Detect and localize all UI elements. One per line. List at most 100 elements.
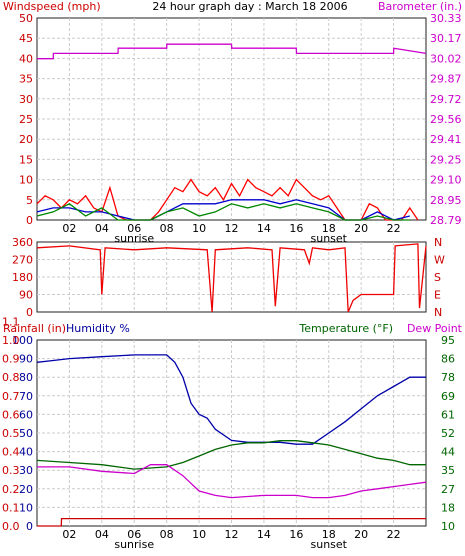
rain-tick-label: 0.3 — [2, 464, 20, 477]
panel-direction-series — [36, 243, 427, 313]
windspeed-tick-label: 35 — [19, 73, 33, 86]
sunrise-label: sunrise — [114, 538, 154, 551]
humidity-tick-label: 0 — [26, 520, 33, 533]
temperature-tick-label: 27 — [441, 483, 455, 496]
series-rainfall-in-line — [37, 517, 426, 527]
humidity-label: Humidity % — [66, 322, 130, 335]
windspeed-tick-label: 5 — [26, 194, 33, 207]
humidity-tick-label: 60 — [19, 408, 33, 421]
rain-tick-label: 0.4 — [2, 446, 20, 459]
time-tick-label: 18 — [322, 528, 336, 541]
rain-tick-label: 0.2 — [2, 483, 20, 496]
windspeed-tick-label: 10 — [19, 174, 33, 187]
rain-tick-label: 0.1 — [2, 501, 20, 514]
time-tick-label: 02 — [62, 222, 76, 235]
barometer-tick-label: 30.02 — [430, 52, 462, 65]
compass-tick-label: W — [434, 254, 445, 267]
compass-tick-label: N — [434, 306, 442, 319]
series-dew-point-line — [37, 464, 427, 499]
compass-tick-label: E — [434, 289, 441, 302]
temperature-tick-label: 78 — [441, 371, 455, 384]
humidity-tick-label: 20 — [19, 483, 33, 496]
barometer-tick-label: 28.79 — [430, 214, 462, 227]
windspeed-tick-label: 15 — [19, 153, 33, 166]
series-humidity-line — [36, 354, 426, 445]
time-tick-label: 22 — [387, 222, 401, 235]
panel-wind-series — [36, 43, 427, 221]
time-tick-label: 22 — [387, 528, 401, 541]
temperature-tick-label: 44 — [441, 446, 455, 459]
time-tick-label: 12 — [225, 528, 239, 541]
temperature-tick-label: 10 — [441, 520, 455, 533]
time-tick-label: 16 — [289, 528, 303, 541]
rain-tick-label: 0.9 — [2, 353, 20, 366]
windspeed-tick-label: 30 — [19, 93, 33, 106]
direction-tick-label: 0 — [26, 306, 33, 319]
temperature-tick-label: 69 — [441, 390, 455, 403]
rain-tick-label: 0.0 — [2, 520, 20, 533]
windspeed-tick-label: 40 — [19, 52, 33, 65]
time-tick-label: 04 — [95, 528, 109, 541]
humidity-tick-label: 50 — [19, 427, 33, 440]
windspeed-title: Windspeed (mph) — [3, 0, 101, 13]
barometer-tick-label: 29.87 — [430, 73, 462, 86]
humidity-tick-label: 90 — [19, 353, 33, 366]
compass-tick-label: S — [434, 271, 441, 284]
time-tick-label: 02 — [62, 528, 76, 541]
time-tick-label: 12 — [225, 222, 239, 235]
series-barometer-in-line — [37, 43, 427, 60]
chart-title: 24 hour graph day : March 18 2006 — [152, 0, 347, 13]
temperature-tick-label: 61 — [441, 408, 455, 421]
sunset-label: sunset — [311, 232, 348, 245]
rain-tick-label: 0.6 — [2, 408, 20, 421]
time-tick-label: 08 — [160, 528, 174, 541]
barometer-tick-label: 29.25 — [430, 153, 462, 166]
time-tick-label: 10 — [192, 222, 206, 235]
humidity-tick-label: 100 — [12, 334, 33, 347]
windspeed-tick-label: 20 — [19, 133, 33, 146]
windspeed-tick-label: 45 — [19, 32, 33, 45]
direction-tick-label: 90 — [19, 289, 33, 302]
dewpoint-label: Dew Point — [407, 322, 463, 335]
humidity-tick-label: 10 — [19, 501, 33, 514]
humidity-tick-label: 70 — [19, 390, 33, 403]
time-tick-label: 08 — [160, 222, 174, 235]
rain-tick-label: 0.8 — [2, 371, 20, 384]
humidity-tick-label: 30 — [19, 464, 33, 477]
rain-tick-label: 0.5 — [2, 427, 20, 440]
time-tick-label: 14 — [257, 528, 271, 541]
sunset-label: sunset — [311, 538, 348, 551]
rain-tick-label: 1.0 — [2, 334, 20, 347]
compass-tick-label: N — [434, 236, 442, 249]
time-tick-label: 16 — [289, 222, 303, 235]
windspeed-tick-label: 25 — [19, 113, 33, 126]
barometer-tick-label: 30.33 — [430, 12, 462, 25]
time-tick-label: 10 — [192, 528, 206, 541]
time-tick-label: 18 — [322, 222, 336, 235]
temperature-tick-label: 35 — [441, 464, 455, 477]
time-tick-label: 06 — [127, 528, 141, 541]
temperature-tick-label: 95 — [441, 334, 455, 347]
rainfall-label: Rainfall (in) — [3, 322, 66, 335]
time-tick-label: 04 — [95, 222, 109, 235]
temperature-tick-label: 18 — [441, 501, 455, 514]
time-tick-label: 20 — [354, 528, 368, 541]
rain-tick-label: 0.7 — [2, 390, 20, 403]
series-wind-gust-line — [36, 203, 410, 221]
temperature-tick-label: 52 — [441, 427, 455, 440]
time-tick-label: 20 — [354, 222, 368, 235]
windspeed-tick-label: 0 — [26, 214, 33, 227]
barometer-tick-label: 29.41 — [430, 133, 462, 146]
barometer-tick-label: 29.56 — [430, 113, 462, 126]
panel-climate-series — [36, 354, 427, 527]
sunrise-label: sunrise — [114, 232, 154, 245]
barometer-tick-label: 28.95 — [430, 194, 462, 207]
direction-tick-label: 180 — [12, 271, 33, 284]
temperature-tick-label: 86 — [441, 353, 455, 366]
humidity-tick-label: 80 — [19, 371, 33, 384]
humidity-tick-label: 40 — [19, 446, 33, 459]
temperature-label: Temperature (°F) — [298, 322, 393, 335]
barometer-tick-label: 30.17 — [430, 32, 462, 45]
